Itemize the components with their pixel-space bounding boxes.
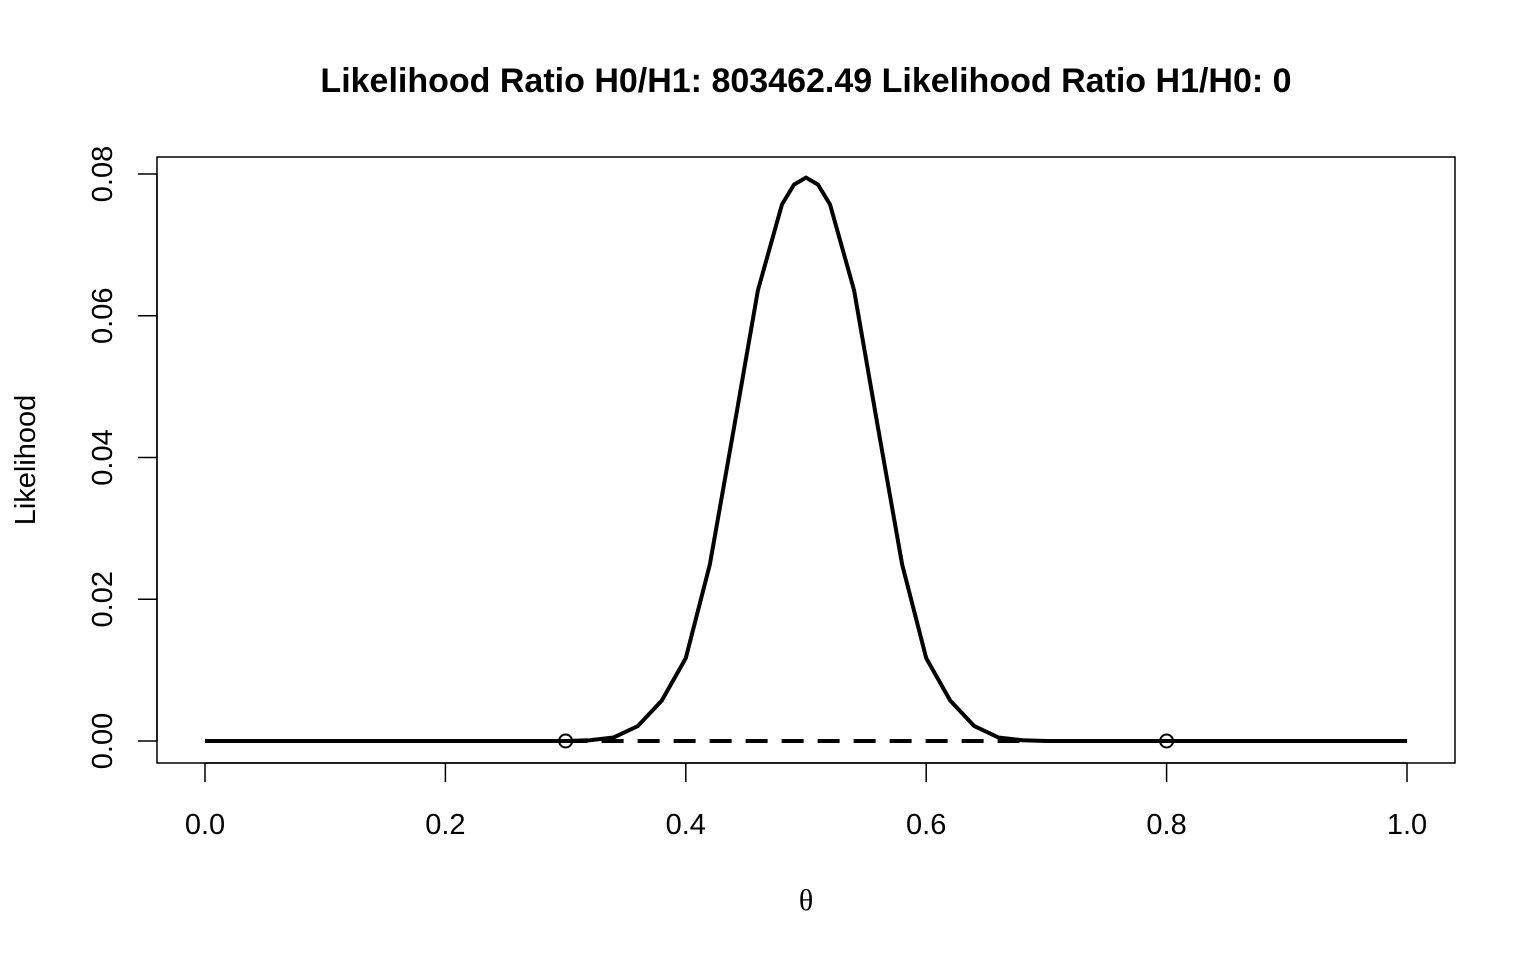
y-axis-label: Likelihood	[10, 395, 42, 526]
x-axis-label: θ	[799, 884, 813, 917]
x-tick-label: 0.6	[906, 809, 946, 841]
x-tick-label: 0.0	[185, 809, 225, 841]
hypothesis-point	[558, 733, 574, 749]
chart-title: Likelihood Ratio H0/H1: 803462.49 Likeli…	[320, 62, 1291, 100]
x-tick-label: 1.0	[1387, 809, 1427, 841]
y-tick-label: 0.02	[87, 571, 119, 627]
y-tick-label: 0.00	[87, 713, 119, 769]
series-layer	[205, 175, 1407, 743]
points-layer	[558, 733, 1175, 749]
x-tick-label: 0.2	[425, 809, 465, 841]
plot-frame	[156, 156, 1456, 764]
y-axis: 0.00 0.02 0.04 0.06 0.08	[87, 146, 158, 769]
x-axis: 0.0 0.2 0.4 0.6 0.8 1.0	[185, 762, 1427, 841]
x-tick-label: 0.8	[1146, 809, 1186, 841]
hypothesis-point	[1159, 733, 1175, 749]
likelihood-curve	[205, 175, 1407, 743]
x-tick-label: 0.4	[666, 809, 706, 841]
y-tick-label: 0.04	[87, 429, 119, 485]
y-tick-label: 0.06	[87, 288, 119, 344]
y-tick-label: 0.08	[87, 146, 119, 202]
